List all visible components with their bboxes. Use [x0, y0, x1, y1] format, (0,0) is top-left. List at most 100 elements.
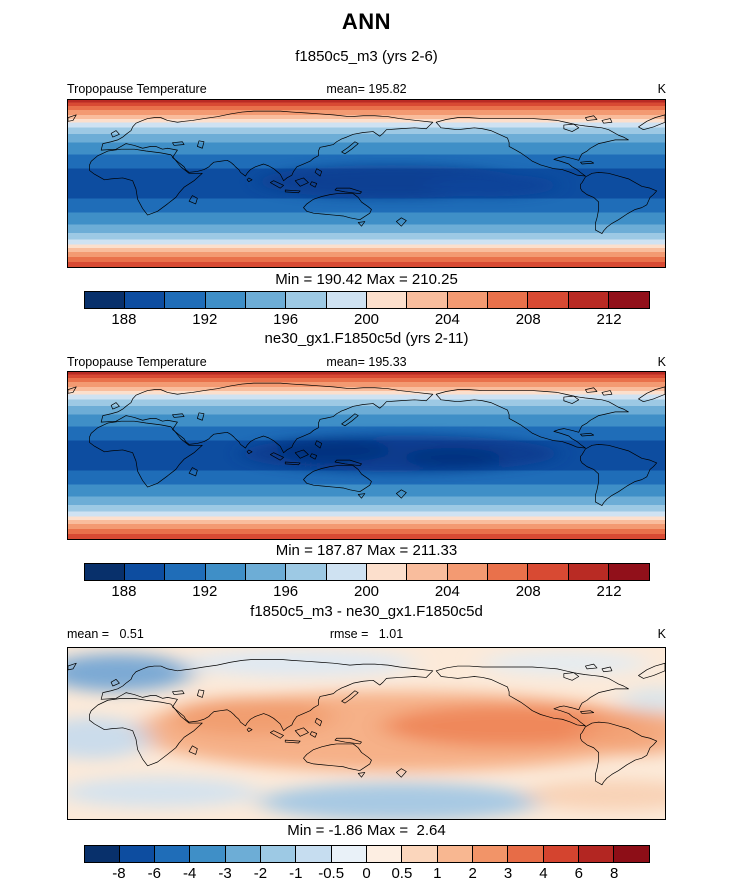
- panel2-mean-value: mean= 195.33: [326, 355, 407, 369]
- colorbar-segment: [406, 292, 447, 308]
- colorbar-segment: [84, 292, 124, 308]
- colorbar-tick-label: 6: [574, 865, 583, 882]
- colorbar-segment: [487, 564, 528, 580]
- colorbar-segment: [189, 846, 225, 862]
- colorbar-tick-label: 192: [192, 583, 218, 600]
- colorbar-segment: [164, 292, 205, 308]
- panel1-mean-value: mean= 195.82: [326, 82, 407, 96]
- map3-anomaly-blobs: [68, 649, 665, 819]
- colorbar-segment: [204, 564, 245, 580]
- map-panel3: [67, 647, 666, 820]
- colorbar-tick-label: -1: [289, 865, 303, 882]
- colorbar-segment: [401, 846, 437, 862]
- panel3-colorbar: [83, 845, 650, 863]
- colorbar-segment: [446, 564, 488, 580]
- map-panel1: [67, 99, 666, 268]
- panel2-colorbar: [83, 563, 650, 581]
- panel2-field-label: Tropopause Temperature: [67, 355, 207, 369]
- panel3-unit-label: K: [657, 627, 666, 641]
- map1-svg: [68, 100, 665, 267]
- colorbar-tick-label: 0: [362, 865, 371, 882]
- colorbar-segment: [406, 564, 447, 580]
- panel3-header: mean = 0.51 rmse = 1.01 K: [67, 627, 666, 641]
- colorbar-tick-label: -8: [112, 865, 126, 882]
- colorbar-segment: [123, 292, 165, 308]
- page-title: ANN: [341, 9, 392, 34]
- colorbar-tick-label: 0.5: [391, 865, 413, 882]
- colorbar-segment: [260, 846, 296, 862]
- colorbar-segment: [118, 846, 155, 862]
- panel1-minmax: Min = 190.42 Max = 210.25: [275, 271, 458, 288]
- colorbar-segment: [527, 292, 568, 308]
- colorbar-segment: [436, 846, 472, 862]
- colorbar-segment: [567, 564, 609, 580]
- subtitle-difference: f1850c5_m3 - ne30_gx1.F1850c5d: [250, 603, 483, 620]
- colorbar-segment: [84, 846, 119, 862]
- colorbar-segment: [285, 292, 326, 308]
- colorbar-tick-label: -0.5: [318, 865, 345, 882]
- panel1-colorbar-ticks: 188 192 196 200 204 208 212: [84, 310, 650, 330]
- colorbar-segment: [366, 292, 407, 308]
- panel3-mean-value: mean = 0.51: [67, 627, 144, 641]
- colorbar-tick-label: 196: [273, 311, 299, 328]
- colorbar-tick-label: 200: [353, 583, 380, 600]
- colorbar-segment: [471, 846, 508, 862]
- map2-cold-core: [242, 435, 558, 473]
- colorbar-segment: [542, 846, 578, 862]
- colorbar-tick-label: 208: [515, 583, 541, 600]
- colorbar-segment: [244, 292, 286, 308]
- panel1-colorbar: [83, 291, 650, 309]
- panel1-header: Tropopause Temperature mean= 195.82 K: [67, 82, 666, 96]
- colorbar-segment: [613, 846, 649, 862]
- panel2-minmax: Min = 187.87 Max = 211.33: [275, 542, 458, 559]
- colorbar-segment: [577, 846, 614, 862]
- panel3-minmax: Min = -1.86 Max = 2.64: [287, 822, 446, 839]
- colorbar-segment: [567, 292, 609, 308]
- colorbar-tick-label: 212: [596, 311, 622, 328]
- colorbar-tick-label: 212: [596, 583, 622, 600]
- colorbar-segment: [295, 846, 331, 862]
- colorbar-segment: [244, 564, 286, 580]
- colorbar-segment: [366, 846, 402, 862]
- colorbar-tick-label: -2: [253, 865, 268, 882]
- colorbar-tick-label: 200: [353, 311, 380, 328]
- colorbar-tick-label: 204: [434, 583, 460, 600]
- map3-svg: [68, 648, 665, 819]
- colorbar-segment: [204, 292, 245, 308]
- colorbar-tick-label: -6: [147, 865, 161, 882]
- colorbar-tick-label: -4: [182, 865, 197, 882]
- colorbar-tick-label: 192: [192, 311, 218, 328]
- map1-cold-core: [258, 164, 558, 199]
- colorbar-tick-label: 196: [273, 583, 299, 600]
- map-panel2: [67, 371, 666, 540]
- colorbar-tick-label: 204: [434, 311, 460, 328]
- colorbar-segment: [164, 564, 205, 580]
- panel2-unit-label: K: [657, 355, 666, 369]
- panel3-rmse-value: rmse = 1.01: [329, 627, 404, 641]
- colorbar-tick-label: -3: [218, 865, 232, 882]
- colorbar-segment: [507, 846, 543, 862]
- colorbar-segment: [487, 292, 528, 308]
- colorbar-tick-label: 2: [468, 865, 477, 882]
- colorbar-segment: [123, 564, 165, 580]
- panel1-unit-label: K: [657, 82, 666, 96]
- colorbar-tick-label: 3: [503, 865, 513, 882]
- colorbar-segment: [224, 846, 261, 862]
- colorbar-segment: [325, 292, 367, 308]
- colorbar-segment: [84, 564, 124, 580]
- colorbar-tick-label: 188: [111, 311, 137, 328]
- colorbar-segment: [366, 564, 407, 580]
- panel2-colorbar-ticks: 188 192 196 200 204 208 212: [84, 582, 650, 602]
- colorbar-segment: [330, 846, 366, 862]
- colorbar-segment: [446, 292, 488, 308]
- colorbar-tick-label: 208: [515, 311, 541, 328]
- map2-svg: [68, 372, 665, 539]
- colorbar-segment: [154, 846, 190, 862]
- colorbar-tick-label: 188: [111, 583, 137, 600]
- colorbar-segment: [285, 564, 326, 580]
- colorbar-segment: [527, 564, 568, 580]
- panel1-field-label: Tropopause Temperature: [67, 82, 207, 96]
- colorbar-segment: [608, 292, 649, 308]
- colorbar-tick-label: 1: [433, 865, 442, 882]
- colorbar-tick-label: 4: [539, 865, 548, 882]
